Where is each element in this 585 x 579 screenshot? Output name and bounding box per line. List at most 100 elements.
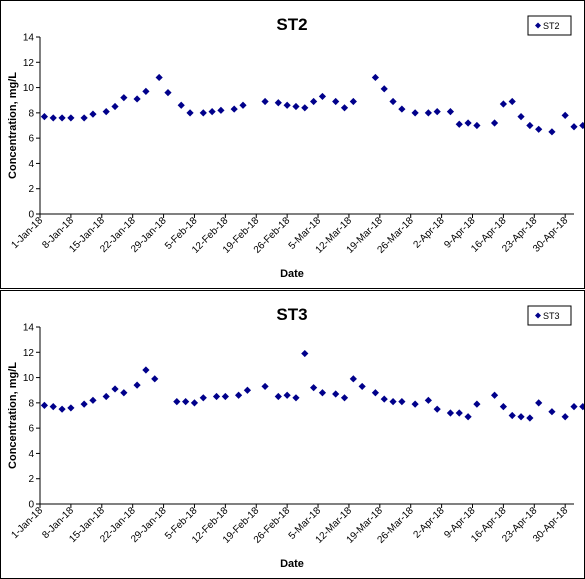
data-point: [234, 391, 243, 399]
y-tick-label: 2: [28, 474, 34, 485]
y-axis-title: Concentration, mg/L: [7, 362, 19, 469]
data-point: [190, 399, 199, 407]
data-point: [371, 73, 380, 82]
series-st2: [40, 73, 584, 136]
data-point: [499, 100, 507, 108]
data-point: [517, 413, 525, 421]
data-point: [133, 95, 141, 103]
data-point: [155, 73, 163, 82]
data-point: [332, 390, 340, 398]
data-point: [239, 101, 247, 109]
data-point: [40, 113, 49, 121]
y-tick-label: 10: [23, 83, 35, 94]
y-tick-label: 2: [28, 184, 34, 195]
data-point: [490, 119, 499, 127]
data-point: [579, 121, 584, 130]
data-point: [283, 101, 291, 109]
data-point: [433, 107, 441, 116]
chart-svg-st3: ST3024681012141-Jan-188-Jan-1815-Jan-182…: [7, 305, 584, 570]
chart-panel-st2: ST2 0 2 4 6 8 10 12 14 1-Jan-18 8-Jan-18 15-Jan-18 2…: [0, 0, 585, 289]
data-point: [535, 399, 543, 407]
data-point: [473, 121, 481, 130]
data-point: [164, 89, 172, 97]
y-tick-label: 6: [28, 424, 34, 435]
data-point: [274, 99, 282, 107]
data-point: [89, 110, 97, 118]
data-point: [230, 105, 238, 113]
data-point: [446, 107, 455, 116]
legend-marker: [535, 312, 541, 319]
data-point: [49, 403, 57, 411]
data-point: [389, 397, 397, 406]
data-point: [80, 400, 88, 408]
data-point: [424, 396, 432, 404]
data-point: [186, 109, 194, 117]
data-point: [380, 395, 388, 403]
data-point: [318, 389, 327, 397]
data-point: [490, 391, 499, 399]
data-point: [221, 392, 229, 401]
data-point: [424, 109, 432, 117]
y-tick-label: 0: [28, 210, 34, 221]
data-point: [89, 396, 97, 404]
data-point: [371, 389, 380, 397]
data-point: [151, 375, 159, 383]
chart-title: ST3: [276, 305, 307, 324]
data-point: [561, 111, 569, 119]
data-point: [173, 397, 181, 406]
data-point: [517, 113, 525, 121]
legend-marker: [535, 22, 541, 29]
data-point: [398, 397, 406, 406]
data-point: [473, 400, 481, 408]
data-point: [283, 391, 291, 399]
data-point: [261, 97, 269, 106]
data-point: [349, 375, 357, 383]
x-tick-label: 1-Jan-18: [9, 505, 45, 541]
legend-label: ST3: [543, 311, 560, 321]
legend: ST2: [527, 15, 572, 36]
data-point: [67, 404, 75, 412]
data-point: [212, 392, 221, 401]
data-point: [120, 94, 128, 102]
data-point: [508, 97, 516, 106]
data-point: [102, 392, 110, 401]
data-point: [243, 386, 252, 394]
data-point: [349, 97, 357, 106]
chart-panel-st3: ST3 0 2 4 6 8 10 12 14 1-Jan-18 8-Jan-18 15-Jan-18 2…: [0, 290, 585, 579]
data-point: [446, 409, 455, 417]
data-point: [40, 401, 49, 409]
chart-title: ST2: [276, 15, 307, 34]
legend-box: [527, 15, 572, 36]
data-point: [177, 101, 185, 109]
x-tick-label: 2-Apr-18: [411, 215, 447, 251]
y-axis-title: Concentration, mg/L: [7, 72, 19, 179]
data-point: [455, 409, 463, 417]
chart-svg-st2: ST2024681012141-Jan-188-Jan-1815-Jan-182…: [7, 15, 584, 280]
data-point: [380, 85, 388, 93]
data-point: [310, 384, 318, 392]
x-tick-label: 1-Jan-18: [9, 215, 45, 251]
legend: ST3: [527, 305, 572, 326]
x-tick-label: 2-Apr-18: [411, 505, 447, 541]
data-point: [301, 104, 309, 112]
legend-box: [527, 305, 572, 326]
data-point: [455, 120, 463, 128]
data-point: [508, 411, 516, 420]
y-tick-label: 14: [23, 323, 35, 334]
data-point: [358, 382, 366, 391]
data-point: [310, 97, 318, 106]
y-tick-label: 4: [28, 159, 34, 170]
series-st3: [40, 349, 584, 422]
data-point: [58, 405, 66, 413]
data-point: [261, 382, 269, 391]
data-point: [49, 114, 57, 122]
data-point: [464, 119, 472, 127]
data-point: [133, 381, 141, 389]
data-point: [292, 394, 300, 402]
y-tick-label: 0: [28, 500, 34, 511]
data-point: [102, 107, 110, 116]
data-point: [411, 400, 419, 408]
y-tick-label: 4: [28, 449, 34, 460]
data-point: [120, 389, 128, 397]
legend-label: ST2: [543, 21, 560, 31]
